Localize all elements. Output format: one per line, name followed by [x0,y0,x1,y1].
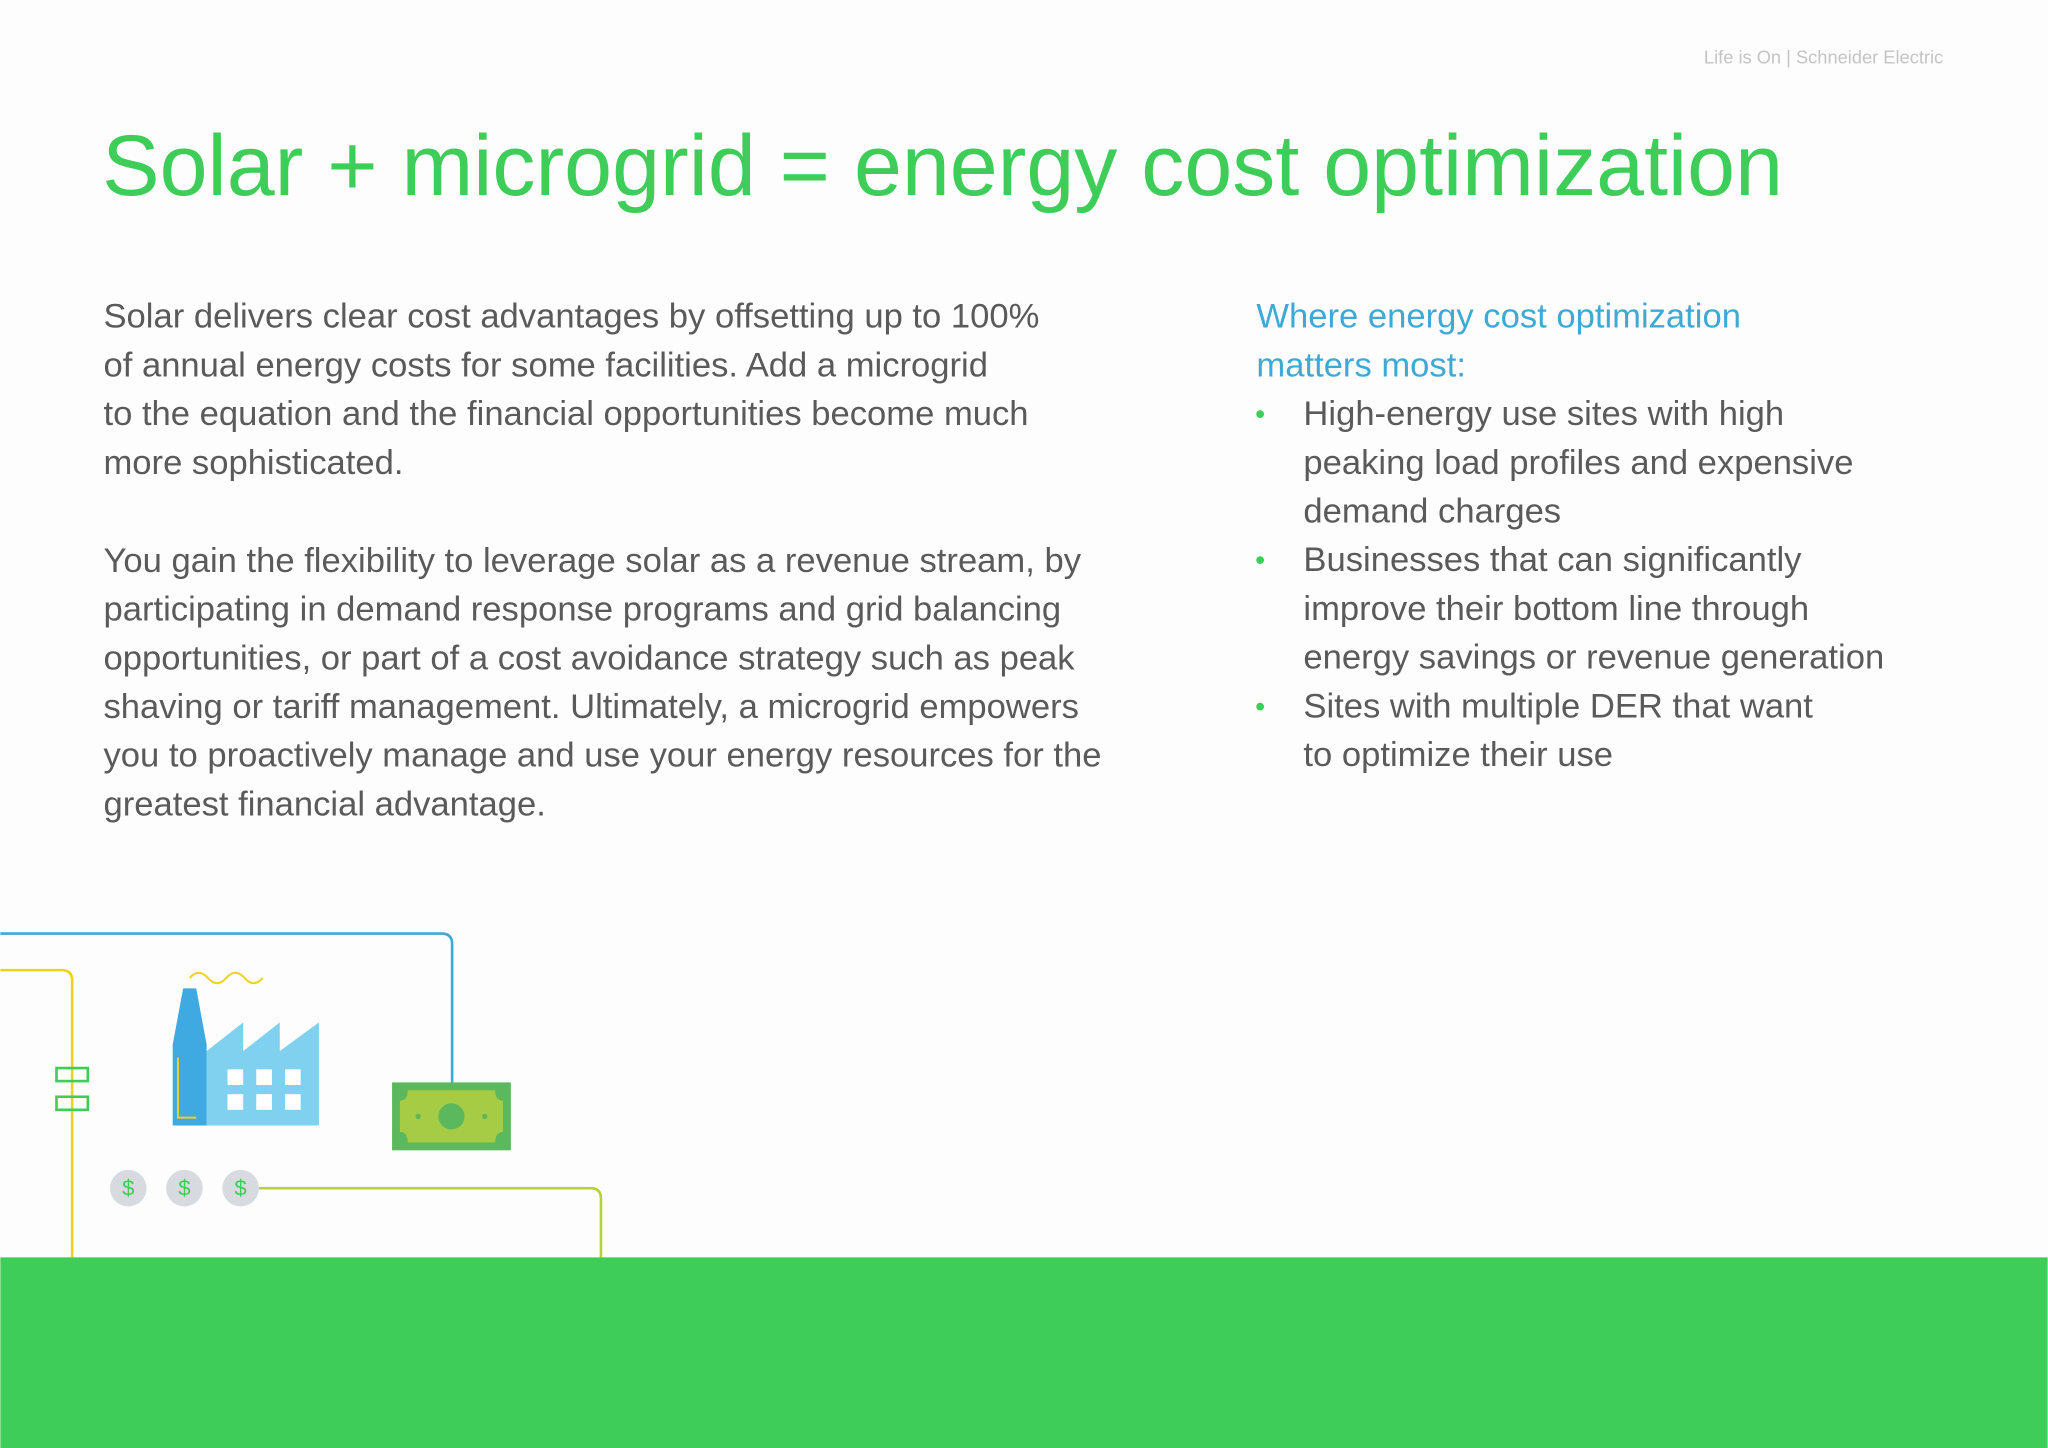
title: Solar + microgrid = energy cost optimiza… [102,118,1783,214]
connector-line [0,968,74,1258]
paragraph-line: of annual energy costs for some faciliti… [103,346,988,384]
paragraph-line: You gain the flexibility to leverage sol… [103,542,1081,580]
factory-windows [227,1069,301,1110]
coins: $ $ $ [110,1169,259,1207]
paragraph-line: you to proactively manage and use your e… [103,737,1101,775]
header-brand: Life is On | Schneider Electric [1704,47,1943,68]
banknote-center [438,1103,465,1130]
connector-line [258,1186,603,1258]
factory-accent [176,1057,197,1119]
sidebar-heading: matters most: [1256,346,1466,384]
connector-line [0,932,454,1084]
bullet-line: High-energy use sites with high [1303,395,1784,433]
bullet-line: to optimize their use [1303,736,1613,774]
coin-symbol: $ [234,1175,246,1200]
coin [110,1169,147,1207]
battery-cell [55,1066,90,1083]
bullet-line: improve their bottom line through [1303,590,1809,628]
body-text: Solar delivers clear cost advantages by … [103,298,1101,824]
bullet-line: peaking load profiles and expensive [1303,444,1853,482]
bullet-symbol: • [1255,399,1265,431]
bullet-symbol: • [1255,545,1265,577]
sidebar: Where energy cost optimization matters mo… [1255,298,1884,774]
paragraph-line: participating in demand response program… [103,591,1061,629]
battery-cell [55,1095,90,1112]
bullet-line: Businesses that can significantly [1303,541,1802,579]
bullet-symbol: • [1255,691,1265,723]
paragraph-line: greatest financial advantage. [103,785,545,823]
chimney [172,988,207,1126]
coin [222,1169,259,1207]
paragraph-line: Solar delivers clear cost advantages by … [103,298,1039,336]
paragraph-line: more sophisticated. [103,444,403,482]
bullet-line: energy savings or revenue generation [1303,639,1884,677]
paragraph-line: to the equation and the financial opport… [103,395,1028,433]
footer-band [0,1257,2048,1448]
paragraph-line: opportunities, or part of a cost avoidan… [103,639,1075,677]
coin-symbol: $ [178,1175,190,1200]
coin [166,1169,203,1207]
coin-symbol: $ [122,1175,134,1200]
sidebar-heading: Where energy cost optimization [1256,298,1741,336]
bullet-line: demand charges [1303,493,1561,531]
paragraph-line: shaving or tariff management. Ultimately… [103,688,1078,726]
illustration [0,932,603,1258]
bullet-line: Sites with multiple DER that want [1303,687,1813,725]
smoke [188,971,264,985]
